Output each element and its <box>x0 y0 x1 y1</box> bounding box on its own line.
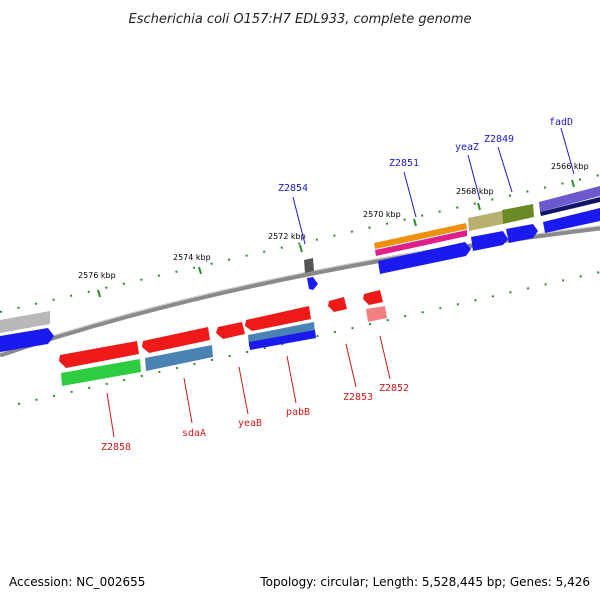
gene-z2854-bar[interactable] <box>304 258 314 273</box>
gene-z2852-arrow[interactable] <box>363 290 383 305</box>
gene-yeab-arrow[interactable] <box>216 322 245 339</box>
forward-features <box>0 186 600 352</box>
gene-sdaa-steel[interactable] <box>145 345 213 371</box>
gene-label-sdaa[interactable]: sdaA <box>182 428 206 439</box>
scale-label-2574: 2574 kbp <box>173 253 211 262</box>
reverse-features <box>59 290 387 386</box>
gene-left-grey[interactable] <box>0 311 50 333</box>
gene-z2849-bar[interactable] <box>502 204 534 224</box>
gene-yeaz-arrow[interactable] <box>471 231 508 251</box>
major-ticks <box>97 179 575 298</box>
gene-label-z2858[interactable]: Z2858 <box>101 442 131 453</box>
gene-z2854-arrow[interactable] <box>307 277 318 290</box>
reverse-leaders <box>106 335 391 438</box>
gene-fadd-purple[interactable] <box>539 186 600 212</box>
outer-tick-ring <box>0 174 600 313</box>
gene-yeaz-bar[interactable] <box>468 211 503 231</box>
gene-z2851-orange[interactable] <box>374 223 467 249</box>
map-title: Escherichia coli O157:H7 EDL933, complet… <box>129 12 472 27</box>
genome-summary-text: Topology: circular; Length: 5,528,445 bp… <box>259 575 590 589</box>
gene-pabb-arrow[interactable] <box>245 306 311 331</box>
gene-z2851-arrow[interactable] <box>378 242 471 274</box>
gene-label-z2849[interactable]: Z2849 <box>484 134 514 145</box>
gene-label-z2851[interactable]: Z2851 <box>389 158 419 169</box>
scale-label-2576: 2576 kbp <box>78 271 116 280</box>
scale-label-2566: 2566 kbp <box>551 162 589 171</box>
gene-label-yeaz[interactable]: yeaZ <box>455 142 479 153</box>
gene-left-blue[interactable] <box>0 328 54 352</box>
gene-label-z2852[interactable]: Z2852 <box>379 383 409 394</box>
gene-z2858-green[interactable] <box>61 359 141 386</box>
accession-text: Accession: NC_002655 <box>9 575 145 589</box>
gene-label-z2853[interactable]: Z2853 <box>343 392 373 403</box>
gene-label-yeab[interactable]: yeaB <box>238 418 262 429</box>
gene-z2858-arrow[interactable] <box>59 341 139 368</box>
gene-z2853-arrow[interactable] <box>328 297 347 312</box>
gene-sdaa-arrow[interactable] <box>142 327 210 353</box>
gene-label-z2854[interactable]: Z2854 <box>278 183 308 194</box>
gene-fadd-navy[interactable] <box>540 197 600 216</box>
scale-label-2570: 2570 kbp <box>363 210 401 219</box>
forward-leaders <box>292 127 575 245</box>
gene-fadd-arrow[interactable] <box>543 208 600 233</box>
gene-pabb-blue[interactable] <box>249 330 316 350</box>
gene-label-fadd[interactable]: fadD <box>549 117 573 128</box>
gene-z2851-pink[interactable] <box>375 230 467 256</box>
scale-label-2568: 2568 kbp <box>456 187 494 196</box>
scale-label-2572: 2572 kbp <box>268 232 306 241</box>
gene-z2852-pink[interactable] <box>366 306 387 322</box>
gene-z2849-arrow[interactable] <box>506 224 538 243</box>
gene-label-pabb[interactable]: pabB <box>286 407 310 418</box>
